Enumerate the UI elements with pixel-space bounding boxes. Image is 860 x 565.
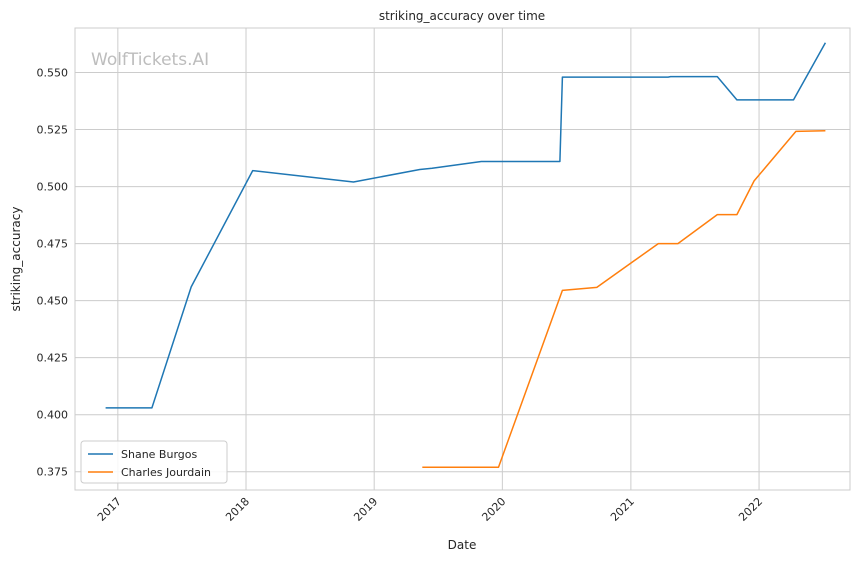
y-axis-label: striking_accuracy (9, 207, 23, 312)
legend-box (80, 440, 228, 484)
chart-title: striking_accuracy over time (379, 9, 545, 23)
legend-label-charles-jourdain: Charles Jourdain (121, 466, 211, 479)
y-tick-label: 0.550 (37, 66, 69, 79)
grid (75, 28, 850, 490)
y-tick-label: 0.425 (37, 352, 69, 365)
legend: Shane Burgos Charles Jourdain (80, 440, 228, 484)
series-line-charles-jourdain (422, 129, 826, 468)
plot-frame (74, 27, 851, 491)
watermark: WolfTickets.AI (91, 50, 209, 70)
y-tick-label: 0.475 (37, 238, 69, 251)
y-tick-label: 0.450 (37, 295, 69, 308)
legend-label-shane-burgos: Shane Burgos (121, 448, 197, 461)
y-tick-label: 0.400 (37, 409, 69, 422)
y-tick-label: 0.500 (37, 181, 69, 194)
x-axis-label: Date (448, 538, 477, 552)
y-tick-label: 0.375 (37, 466, 69, 479)
y-tick-label: 0.525 (37, 124, 69, 137)
series-line-shane-burgos (105, 42, 827, 409)
series-lines (105, 42, 827, 468)
